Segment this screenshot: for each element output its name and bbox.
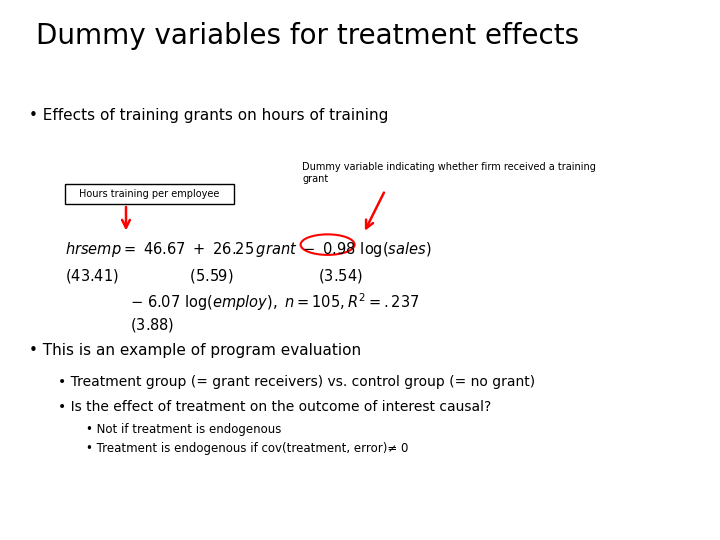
Text: Dummy variable indicating whether firm received a training
grant: Dummy variable indicating whether firm r… — [302, 162, 596, 184]
Text: • Treatment group (= grant receivers) vs. control group (= no grant): • Treatment group (= grant receivers) vs… — [58, 375, 535, 389]
Text: $\mathit{hrsemp} = \ 46.67 \ + \ 26.25\,\mathit{grant} \ - \ 0.98 \ \log(\mathit: $\mathit{hrsemp} = \ 46.67 \ + \ 26.25\,… — [65, 240, 431, 259]
Text: Hours training per employee: Hours training per employee — [79, 189, 220, 199]
Text: $- \ 6.07 \ \log(\mathit{employ}), \ n = 105, R^2 = .237$: $- \ 6.07 \ \log(\mathit{employ}), \ n =… — [130, 292, 419, 313]
FancyBboxPatch shape — [65, 184, 234, 204]
Text: • This is an example of program evaluation: • This is an example of program evaluati… — [29, 343, 361, 358]
Text: $(43.41) \quad\quad\quad\quad\quad (5.59) \qquad\qquad\qquad (3.54)$: $(43.41) \quad\quad\quad\quad\quad (5.59… — [65, 267, 363, 285]
Text: • Not if treatment is endogenous: • Not if treatment is endogenous — [86, 423, 282, 436]
Text: • Effects of training grants on hours of training: • Effects of training grants on hours of… — [29, 108, 388, 123]
Text: $(3.88)$: $(3.88)$ — [130, 316, 174, 334]
Text: • Is the effect of treatment on the outcome of interest causal?: • Is the effect of treatment on the outc… — [58, 400, 491, 414]
Text: • Treatment is endogenous if cov(treatment, error)≠ 0: • Treatment is endogenous if cov(treatme… — [86, 442, 409, 455]
Text: Dummy variables for treatment effects: Dummy variables for treatment effects — [36, 22, 579, 50]
